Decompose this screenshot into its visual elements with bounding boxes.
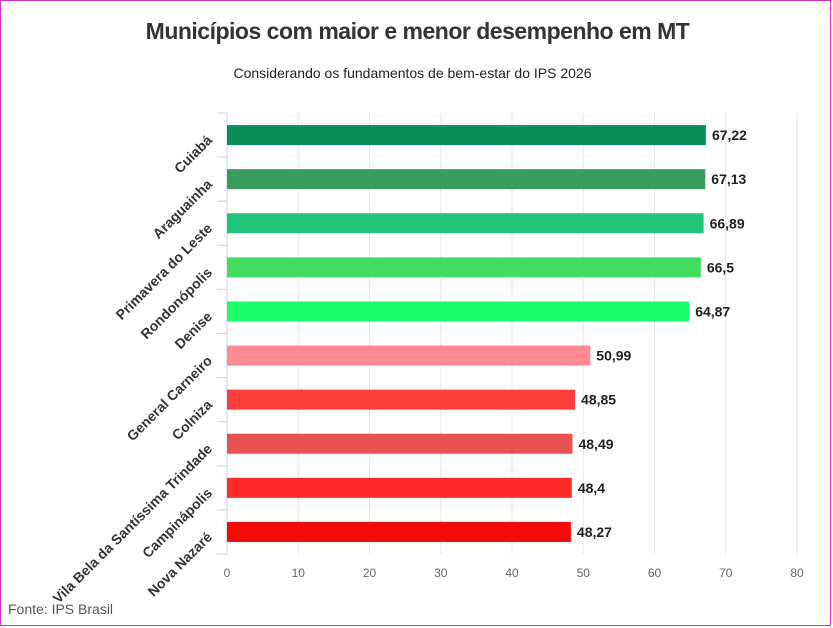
- data-label: 66,5: [707, 259, 734, 275]
- category-label: Denise: [171, 308, 215, 352]
- x-tick-label: 60: [648, 566, 662, 580]
- bar: [227, 125, 706, 146]
- data-label: 48,49: [578, 436, 613, 452]
- bar: [227, 213, 704, 234]
- x-tick-label: 80: [790, 566, 804, 580]
- category-label: Cuiabá: [171, 132, 215, 176]
- data-label: 64,87: [695, 303, 730, 319]
- x-tick-label: 70: [719, 566, 733, 580]
- data-label: 50,99: [596, 348, 631, 364]
- x-tick-label: 40: [505, 566, 519, 580]
- x-tick-label: 10: [292, 566, 306, 580]
- bar: [227, 389, 576, 410]
- x-tick-label: 0: [224, 566, 231, 580]
- data-label: 67,13: [711, 171, 746, 187]
- bar: [227, 257, 701, 278]
- data-label: 67,22: [712, 127, 747, 143]
- x-tick-label: 50: [577, 566, 591, 580]
- x-tick-label: 30: [434, 566, 448, 580]
- bar: [227, 169, 706, 190]
- data-label: 48,27: [577, 524, 612, 540]
- category-label: Colniza: [169, 396, 216, 443]
- chart-subtitle: Considerando os fundamentos de bem-estar…: [233, 65, 592, 81]
- bar: [227, 345, 591, 366]
- bar: [227, 521, 571, 542]
- data-label: 48,85: [581, 392, 616, 408]
- chart-title: Municípios com maior e menor desempenho …: [145, 18, 690, 44]
- bar: [227, 477, 572, 498]
- bar: [227, 433, 573, 454]
- source-note: Fonte: IPS Brasil: [8, 601, 114, 617]
- x-tick-label: 20: [363, 566, 377, 580]
- data-label: 48,4: [578, 480, 605, 496]
- data-label: 66,89: [710, 215, 745, 231]
- category-label: Vila Bela da Santíssima Trindade: [49, 440, 215, 606]
- bar: [227, 301, 690, 322]
